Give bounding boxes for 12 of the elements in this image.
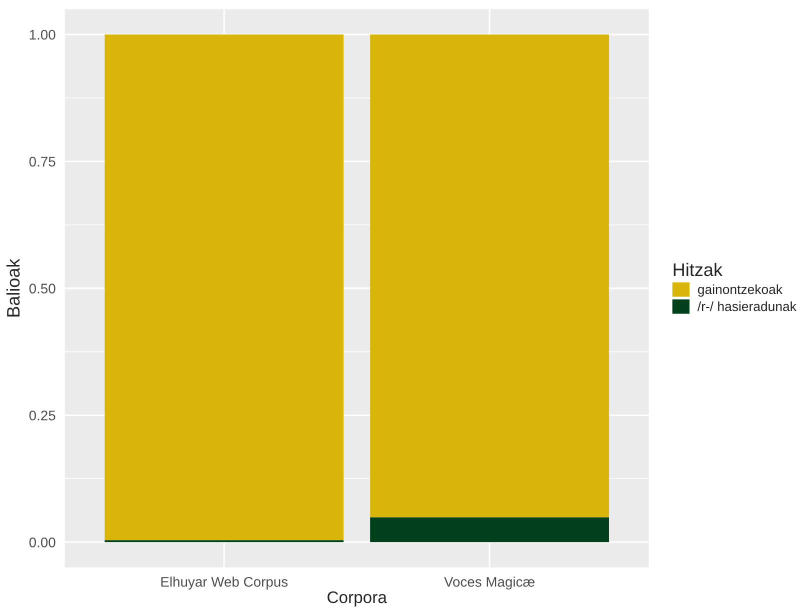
x-tick-label: Voces Magicæ xyxy=(444,576,534,590)
y-tick-label: 1.00 xyxy=(30,30,56,40)
x-axis-title: Corpora xyxy=(328,591,387,606)
y-tick-label: 0.25 xyxy=(29,410,56,420)
y-tick-label: 0.75 xyxy=(29,156,56,167)
y-tick-label: 0.00 xyxy=(29,537,56,548)
x-tick-label: Elhuyar Web Corpus xyxy=(161,576,288,590)
y-axis-title: Balioak xyxy=(6,258,20,316)
legend-title: Hitzak xyxy=(674,262,723,276)
y-tick-label: 0.50 xyxy=(29,284,56,294)
legend-label: gainontzekoak xyxy=(698,284,783,297)
legend-label: /r-/ hasieradunak xyxy=(697,301,796,312)
